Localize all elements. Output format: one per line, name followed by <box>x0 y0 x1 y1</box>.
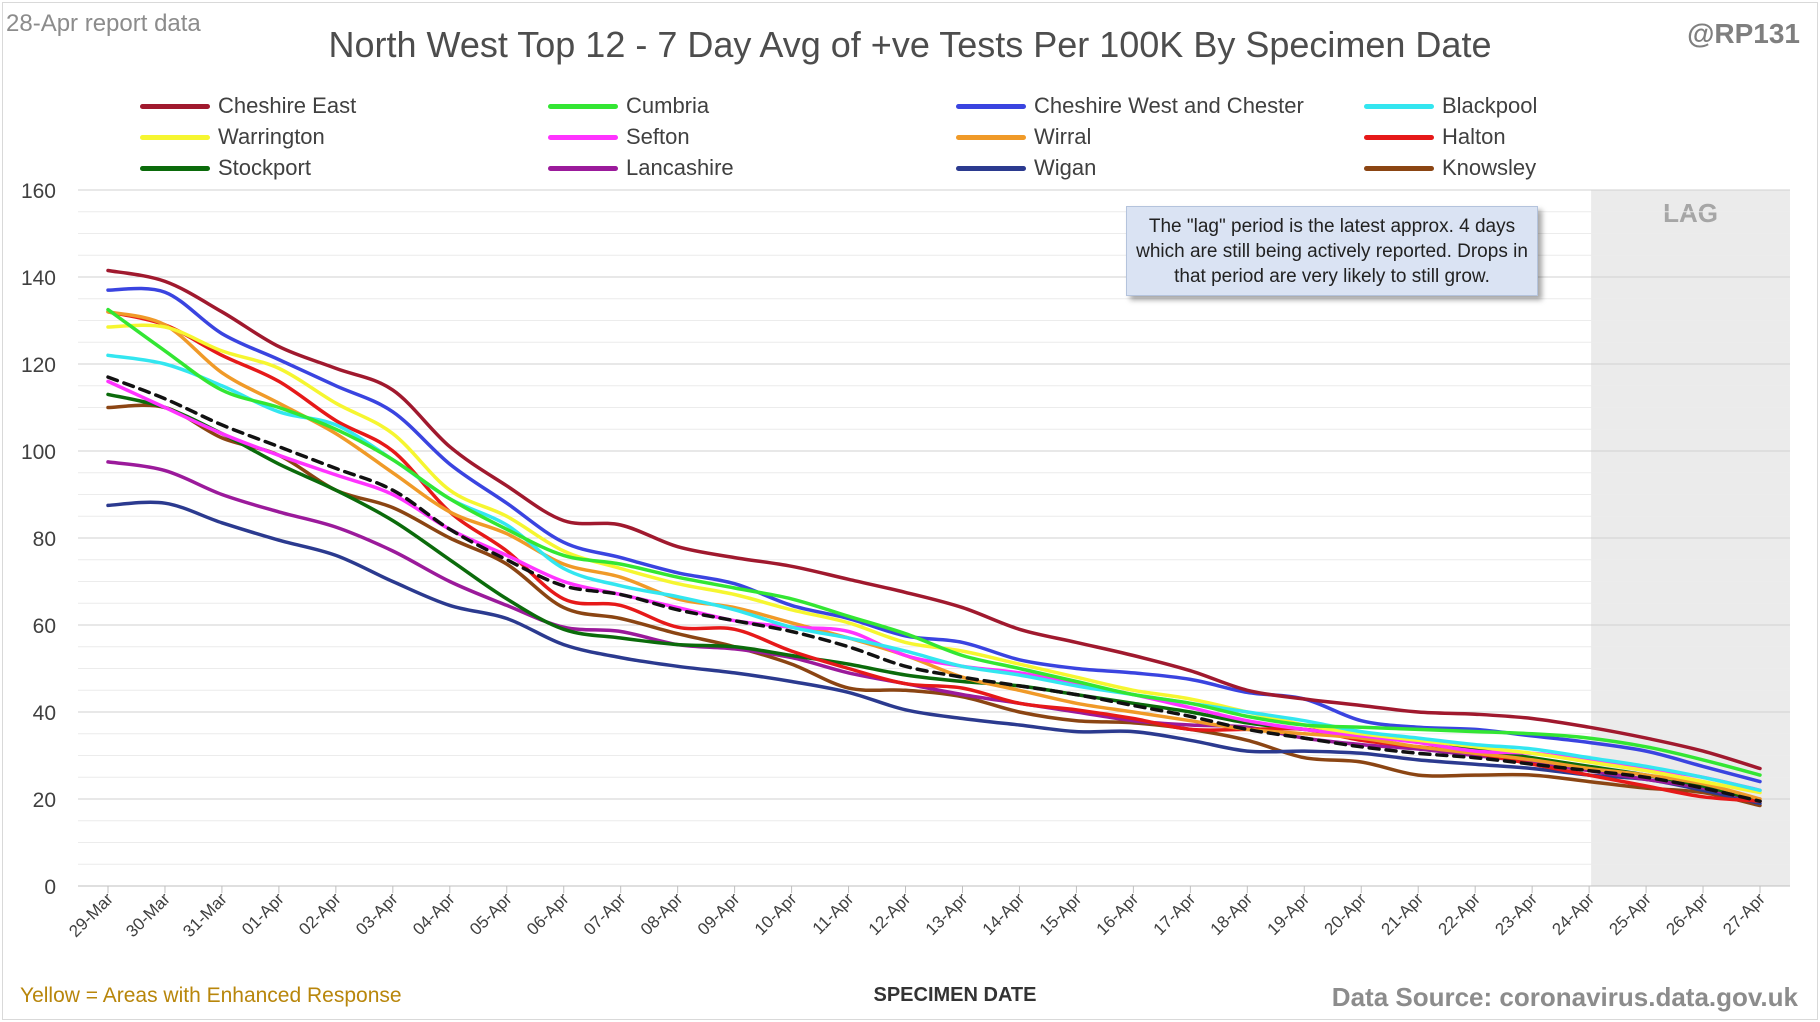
series-line-warrington <box>106 323 1762 795</box>
legend-label: Wigan <box>1034 155 1097 180</box>
x-tick-label: 12-Apr <box>865 889 915 939</box>
y-tick-label: 60 <box>33 615 56 638</box>
y-tick-label: 160 <box>21 180 56 203</box>
x-tick-label: 11-Apr <box>809 889 858 938</box>
legend-label: Lancashire <box>626 155 734 180</box>
x-tick-label: 22-Apr <box>1434 889 1484 939</box>
x-tick-label: 20-Apr <box>1321 889 1371 939</box>
legend-swatch <box>140 165 210 171</box>
x-tick-label: 21-Apr <box>1378 889 1428 939</box>
legend-label: Cumbria <box>626 93 710 118</box>
x-tick-label: 06-Apr <box>523 889 573 939</box>
y-tick-label: 40 <box>33 702 56 725</box>
series-line-cumbria <box>106 307 1762 777</box>
x-tick-label: 09-Apr <box>694 889 744 939</box>
x-tick-label: 08-Apr <box>637 889 687 939</box>
lag-annotation-text: The "lag" period is the latest approx. 4… <box>1136 215 1528 287</box>
x-tick-label: 23-Apr <box>1491 889 1541 939</box>
legend-swatch <box>548 165 618 171</box>
x-tick-label: 17-Apr <box>1150 889 1200 939</box>
y-tick-label: 100 <box>21 441 56 464</box>
legend-swatch <box>956 103 1026 109</box>
y-tick-label: 120 <box>21 354 56 377</box>
legend-swatch <box>1364 165 1434 171</box>
x-tick-label: 31-Mar <box>179 889 231 941</box>
series-line-wirral <box>106 310 1762 801</box>
legend-label: Blackpool <box>1442 93 1538 118</box>
lag-label: LAG <box>1663 198 1718 228</box>
series-line-average <box>106 375 1762 803</box>
legend-label: Halton <box>1442 124 1506 149</box>
legend-item: Blackpool <box>1364 93 1640 118</box>
data-source-note: Data Source: coronavirus.data.gov.uk <box>1331 982 1798 1012</box>
legend-item: Warrington <box>140 124 548 149</box>
legend-swatch <box>140 134 210 140</box>
legend-item: Lancashire <box>548 155 956 180</box>
x-tick-label: 02-Apr <box>295 889 345 939</box>
series-line-wigan <box>106 500 1762 806</box>
legend-item: Cheshire West and Chester <box>956 93 1364 118</box>
x-tick-label: 03-Apr <box>352 889 402 939</box>
legend-label: Wirral <box>1034 124 1092 149</box>
legend-item: Cheshire East <box>140 93 548 118</box>
series-line-stockport <box>106 392 1762 803</box>
x-tick-label: 13-Apr <box>922 889 972 939</box>
x-tick-label: 18-Apr <box>1207 889 1257 939</box>
legend-item: Stockport <box>140 155 548 180</box>
series-line-knowsley <box>106 403 1762 808</box>
y-tick-label: 0 <box>44 876 56 899</box>
legend-item: Sefton <box>548 124 956 149</box>
x-tick-label: 15-Apr <box>1036 889 1086 939</box>
legend-swatch <box>956 134 1026 140</box>
x-tick-label: 05-Apr <box>466 889 516 939</box>
legend-label: Knowsley <box>1442 155 1537 180</box>
x-tick-label: 27-Apr <box>1719 889 1769 939</box>
legend-label: Sefton <box>626 124 690 149</box>
legend-item: Wigan <box>956 155 1364 180</box>
y-tick-label: 80 <box>33 528 56 551</box>
report-date-note: 28-Apr report data <box>6 10 201 37</box>
x-tick-label: 01-Apr <box>238 889 288 939</box>
lag-annotation-box: The "lag" period is the latest approx. 4… <box>1126 206 1538 296</box>
legend-label: Warrington <box>218 124 325 149</box>
legend-swatch <box>956 165 1026 171</box>
x-tick-label: 19-Apr <box>1264 889 1314 939</box>
x-tick-label: 16-Apr <box>1093 889 1143 939</box>
series-line-lancashire <box>106 460 1762 803</box>
x-tick-label: 25-Apr <box>1605 889 1655 939</box>
author-handle: @RP131 <box>1687 18 1800 49</box>
x-tick-label: 24-Apr <box>1548 889 1598 939</box>
x-tick-label: 10-Apr <box>751 889 801 939</box>
legend-swatch <box>548 103 618 109</box>
series-line-halton <box>106 310 1762 803</box>
enhanced-response-note: Yellow = Areas with Enhanced Response <box>20 984 402 1007</box>
x-tick-label: 26-Apr <box>1662 889 1712 939</box>
y-tick-label: 140 <box>21 267 56 290</box>
x-tick-label: 07-Apr <box>580 889 630 939</box>
x-tick-label: 29-Mar <box>65 889 117 941</box>
series-line-cheshire-east <box>106 268 1762 771</box>
legend-swatch <box>1364 134 1434 140</box>
legend-swatch <box>1364 103 1434 109</box>
series-line-blackpool <box>106 353 1762 793</box>
legend-swatch <box>548 134 618 140</box>
legend-item: Cumbria <box>548 93 956 118</box>
legend-swatch <box>140 103 210 109</box>
legend-label: Cheshire West and Chester <box>1034 93 1304 118</box>
legend-item: Halton <box>1364 124 1640 149</box>
x-tick-label: 30-Mar <box>122 889 174 941</box>
legend-item: Knowsley <box>1364 155 1640 180</box>
series-line-sefton <box>106 379 1762 793</box>
x-tick-label: 14-Apr <box>979 889 1029 939</box>
x-tick-label: 04-Apr <box>409 889 459 939</box>
y-tick-label: 20 <box>33 789 56 812</box>
legend-label: Stockport <box>218 155 311 180</box>
x-axis-title: SPECIMEN DATE <box>873 984 1037 1006</box>
legend-item: Wirral <box>956 124 1364 149</box>
chart-legend: Cheshire East Cumbria Cheshire West and Ch… <box>140 93 1640 180</box>
chart-title: North West Top 12 - 7 Day Avg of +ve Tes… <box>328 24 1492 65</box>
legend-label: Cheshire East <box>218 93 357 118</box>
